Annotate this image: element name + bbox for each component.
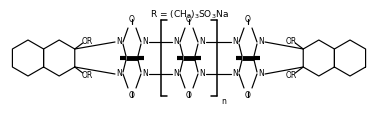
Text: N: N (258, 69, 264, 79)
Text: N: N (173, 69, 179, 79)
Text: N: N (142, 38, 148, 46)
Text: n: n (222, 96, 226, 105)
Text: N: N (199, 69, 205, 79)
Text: N: N (173, 38, 179, 46)
Text: N: N (199, 38, 205, 46)
Text: O: O (129, 15, 135, 25)
Text: O: O (186, 92, 192, 101)
Text: OR: OR (286, 36, 297, 45)
Text: O: O (245, 92, 251, 101)
Text: O: O (129, 92, 135, 101)
Text: N: N (116, 69, 122, 79)
Text: OR: OR (81, 36, 92, 45)
Text: N: N (142, 69, 148, 79)
Text: N: N (232, 69, 238, 79)
Text: O: O (245, 15, 251, 25)
Text: OR: OR (81, 71, 92, 79)
Text: N: N (258, 38, 264, 46)
Text: R = (CH$_2$)$_3$SO$_3$Na: R = (CH$_2$)$_3$SO$_3$Na (150, 9, 228, 21)
Text: N: N (116, 38, 122, 46)
Text: OR: OR (286, 71, 297, 79)
Text: N: N (232, 38, 238, 46)
Text: O: O (186, 15, 192, 25)
